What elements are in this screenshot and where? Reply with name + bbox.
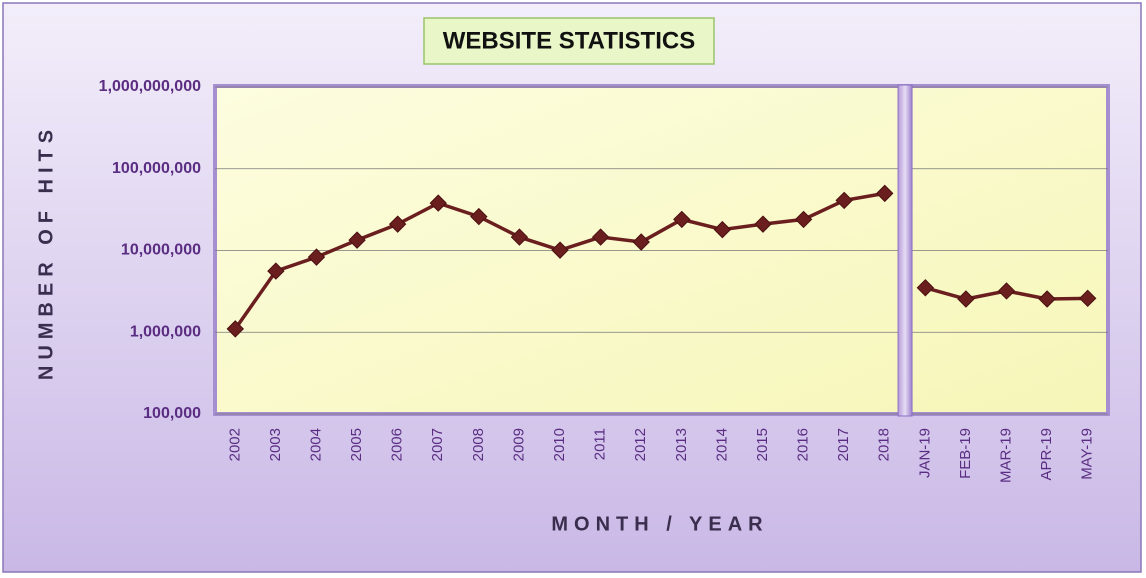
x-tick-label: 2004: [307, 428, 324, 461]
marker: [876, 184, 894, 203]
x-tick-label: 2015: [754, 428, 771, 461]
x-tick-label: 2011: [592, 428, 609, 460]
marker: [632, 233, 650, 251]
marker: [754, 215, 772, 233]
x-tick-label: 2014: [713, 428, 730, 461]
y-tick-label: 1,000,000: [130, 323, 201, 340]
y-tick-label: 100,000,000: [112, 160, 201, 177]
x-tick-label: 2008: [470, 428, 487, 461]
marker: [835, 191, 853, 210]
marker: [916, 279, 935, 297]
x-tick-label: 2006: [389, 428, 406, 461]
x-tick-label: 2007: [429, 428, 446, 461]
y-tick-label: 10,000,000: [121, 242, 201, 259]
x-tick-label: 2009: [510, 428, 527, 461]
marker: [997, 282, 1016, 300]
y-axis-title: NUMBER OF HITS: [35, 124, 57, 380]
x-tick-label: JAN-19: [916, 428, 933, 478]
marker: [591, 228, 610, 246]
marker: [307, 248, 326, 266]
marker: [957, 290, 975, 308]
y-tick-label: 1,000,000,000: [99, 78, 201, 95]
x-tick-label: 2010: [551, 428, 568, 461]
x-tick-label: 2017: [835, 428, 852, 461]
marker: [510, 228, 529, 246]
x-tick-label: MAR-19: [997, 428, 1014, 483]
marker: [551, 241, 569, 259]
x-tick-label: MAY-19: [1079, 428, 1096, 480]
x-tick-label: 2016: [795, 428, 812, 461]
x-axis-title: MONTH / YEAR: [551, 513, 768, 535]
y-tick-label: 100,000: [143, 405, 201, 422]
marker: [794, 210, 813, 229]
separator: [897, 84, 913, 417]
chart-title: WEBSITE STATISTICS: [443, 27, 695, 54]
marker: [470, 207, 488, 226]
marker: [429, 194, 447, 212]
marker: [348, 231, 366, 249]
marker: [1078, 289, 1097, 308]
marker: [388, 215, 407, 233]
plot-area: [213, 84, 1110, 416]
x-tick-label: 2003: [267, 428, 284, 461]
marker: [713, 220, 732, 239]
x-tick-label: 2013: [673, 428, 690, 461]
marker: [1038, 290, 1056, 308]
x-tick-label: 2005: [348, 428, 365, 461]
x-tick-label: APR-19: [1038, 428, 1055, 481]
marker: [267, 262, 285, 280]
x-tick-label: FEB-19: [957, 428, 974, 479]
title-box: [423, 17, 715, 65]
marker: [673, 210, 691, 229]
x-tick-label: 2002: [226, 428, 243, 461]
marker: [226, 320, 245, 338]
x-tick-label: 2018: [876, 428, 893, 461]
x-tick-label: 2012: [632, 428, 649, 461]
